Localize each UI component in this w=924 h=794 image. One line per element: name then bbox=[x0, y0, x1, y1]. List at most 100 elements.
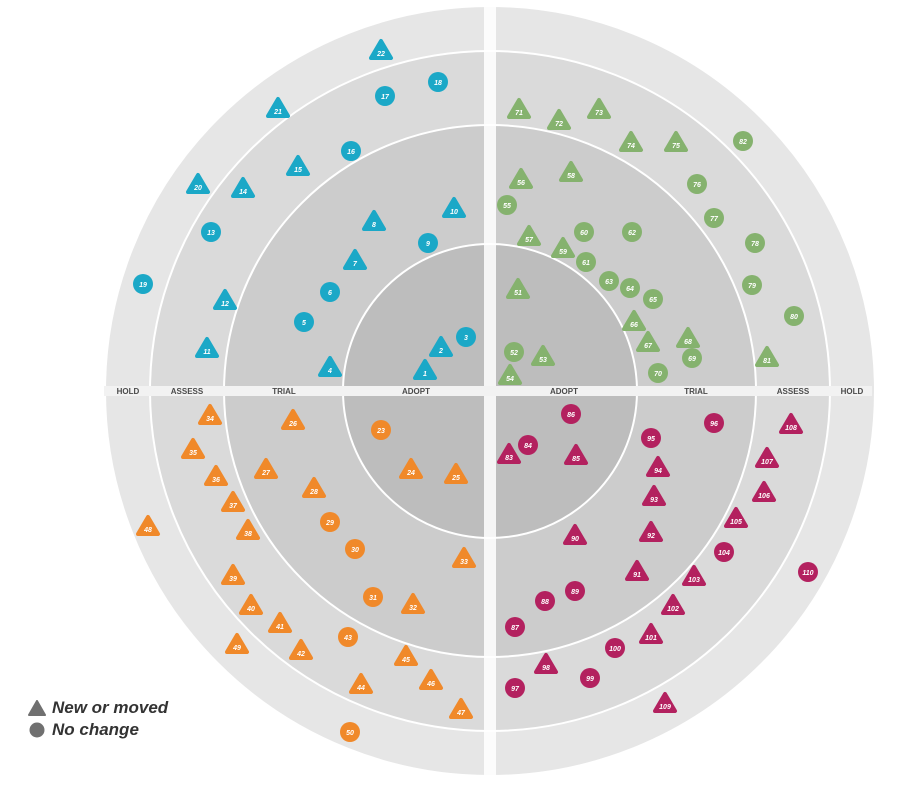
blip-91[interactable]: 91 bbox=[625, 560, 649, 581]
blip-30[interactable]: 30 bbox=[345, 539, 365, 559]
blip-5[interactable]: 5 bbox=[294, 312, 314, 332]
blip-76[interactable]: 76 bbox=[687, 174, 707, 194]
blip-98[interactable]: 98 bbox=[534, 653, 558, 674]
blip-72[interactable]: 72 bbox=[547, 109, 571, 130]
blip-36[interactable]: 36 bbox=[204, 465, 228, 486]
blip-90[interactable]: 90 bbox=[563, 524, 587, 545]
blip-94[interactable]: 94 bbox=[646, 456, 670, 477]
blip-37[interactable]: 37 bbox=[221, 491, 245, 512]
blip-53[interactable]: 53 bbox=[531, 345, 555, 366]
blip-32[interactable]: 32 bbox=[401, 593, 425, 614]
blip-105[interactable]: 105 bbox=[724, 507, 748, 528]
blip-54[interactable]: 54 bbox=[498, 364, 522, 385]
blip-48[interactable]: 48 bbox=[136, 515, 160, 536]
blip-28[interactable]: 28 bbox=[302, 477, 326, 498]
blip-71[interactable]: 71 bbox=[507, 98, 531, 119]
blip-11[interactable]: 11 bbox=[195, 337, 219, 358]
blip-47[interactable]: 47 bbox=[449, 698, 473, 719]
blip-34[interactable]: 34 bbox=[198, 404, 222, 425]
blip-57[interactable]: 57 bbox=[517, 225, 541, 246]
blip-107[interactable]: 107 bbox=[755, 447, 779, 468]
blip-81[interactable]: 81 bbox=[755, 346, 779, 367]
blip-83[interactable]: 83 bbox=[497, 443, 521, 464]
blip-35[interactable]: 35 bbox=[181, 438, 205, 459]
blip-92[interactable]: 92 bbox=[639, 521, 663, 542]
blip-31[interactable]: 31 bbox=[363, 587, 383, 607]
blip-1[interactable]: 1 bbox=[413, 359, 437, 380]
blip-68[interactable]: 68 bbox=[676, 327, 700, 348]
blip-75[interactable]: 75 bbox=[664, 131, 688, 152]
blip-60[interactable]: 60 bbox=[574, 222, 594, 242]
blip-73[interactable]: 73 bbox=[587, 98, 611, 119]
blip-52[interactable]: 52 bbox=[504, 342, 524, 362]
blip-93[interactable]: 93 bbox=[642, 485, 666, 506]
blip-44[interactable]: 44 bbox=[349, 673, 373, 694]
blip-99[interactable]: 99 bbox=[580, 668, 600, 688]
blip-97[interactable]: 97 bbox=[505, 678, 525, 698]
blip-45[interactable]: 45 bbox=[394, 645, 418, 666]
blip-88[interactable]: 88 bbox=[535, 591, 555, 611]
blip-62[interactable]: 62 bbox=[622, 222, 642, 242]
blip-9[interactable]: 9 bbox=[418, 233, 438, 253]
blip-43[interactable]: 43 bbox=[338, 627, 358, 647]
blip-33[interactable]: 33 bbox=[452, 547, 476, 568]
blip-109[interactable]: 109 bbox=[653, 692, 677, 713]
blip-18[interactable]: 18 bbox=[428, 72, 448, 92]
blip-40[interactable]: 40 bbox=[239, 594, 263, 615]
blip-6[interactable]: 6 bbox=[320, 282, 340, 302]
blip-29[interactable]: 29 bbox=[320, 512, 340, 532]
blip-25[interactable]: 25 bbox=[444, 463, 468, 484]
blip-15[interactable]: 15 bbox=[286, 155, 310, 176]
blip-84[interactable]: 84 bbox=[518, 435, 538, 455]
blip-13[interactable]: 13 bbox=[201, 222, 221, 242]
blip-8[interactable]: 8 bbox=[362, 210, 386, 231]
blip-23[interactable]: 23 bbox=[371, 420, 391, 440]
blip-89[interactable]: 89 bbox=[565, 581, 585, 601]
blip-50[interactable]: 50 bbox=[340, 722, 360, 742]
blip-64[interactable]: 64 bbox=[620, 278, 640, 298]
blip-10[interactable]: 10 bbox=[442, 197, 466, 218]
blip-59[interactable]: 59 bbox=[551, 237, 575, 258]
blip-110[interactable]: 110 bbox=[798, 562, 818, 582]
blip-3[interactable]: 3 bbox=[456, 327, 476, 347]
blip-96[interactable]: 96 bbox=[704, 413, 724, 433]
blip-17[interactable]: 17 bbox=[375, 86, 395, 106]
blip-12[interactable]: 12 bbox=[213, 289, 237, 310]
blip-77[interactable]: 77 bbox=[704, 208, 724, 228]
blip-21[interactable]: 21 bbox=[266, 97, 290, 118]
blip-63[interactable]: 63 bbox=[599, 271, 619, 291]
blip-20[interactable]: 20 bbox=[186, 173, 210, 194]
blip-22[interactable]: 22 bbox=[369, 39, 393, 60]
blip-70[interactable]: 70 bbox=[648, 363, 668, 383]
blip-24[interactable]: 24 bbox=[399, 458, 423, 479]
blip-51[interactable]: 51 bbox=[506, 278, 530, 299]
blip-2[interactable]: 2 bbox=[429, 336, 453, 357]
blip-14[interactable]: 14 bbox=[231, 177, 255, 198]
blip-58[interactable]: 58 bbox=[559, 161, 583, 182]
blip-101[interactable]: 101 bbox=[639, 623, 663, 644]
blip-56[interactable]: 56 bbox=[509, 168, 533, 189]
blip-69[interactable]: 69 bbox=[682, 348, 702, 368]
blip-46[interactable]: 46 bbox=[419, 669, 443, 690]
blip-100[interactable]: 100 bbox=[605, 638, 625, 658]
blip-38[interactable]: 38 bbox=[236, 519, 260, 540]
blip-78[interactable]: 78 bbox=[745, 233, 765, 253]
blip-7[interactable]: 7 bbox=[343, 249, 367, 270]
blip-65[interactable]: 65 bbox=[643, 289, 663, 309]
blip-26[interactable]: 26 bbox=[281, 409, 305, 430]
blip-106[interactable]: 106 bbox=[752, 481, 776, 502]
blip-41[interactable]: 41 bbox=[268, 612, 292, 633]
blip-103[interactable]: 103 bbox=[682, 565, 706, 586]
blip-16[interactable]: 16 bbox=[341, 141, 361, 161]
blip-82[interactable]: 82 bbox=[733, 131, 753, 151]
blip-49[interactable]: 49 bbox=[225, 633, 249, 654]
blip-67[interactable]: 67 bbox=[636, 331, 660, 352]
blip-27[interactable]: 27 bbox=[254, 458, 278, 479]
blip-79[interactable]: 79 bbox=[742, 275, 762, 295]
blip-95[interactable]: 95 bbox=[641, 428, 661, 448]
blip-42[interactable]: 42 bbox=[289, 639, 313, 660]
blip-19[interactable]: 19 bbox=[133, 274, 153, 294]
blip-4[interactable]: 4 bbox=[318, 356, 342, 377]
blip-80[interactable]: 80 bbox=[784, 306, 804, 326]
blip-55[interactable]: 55 bbox=[497, 195, 517, 215]
